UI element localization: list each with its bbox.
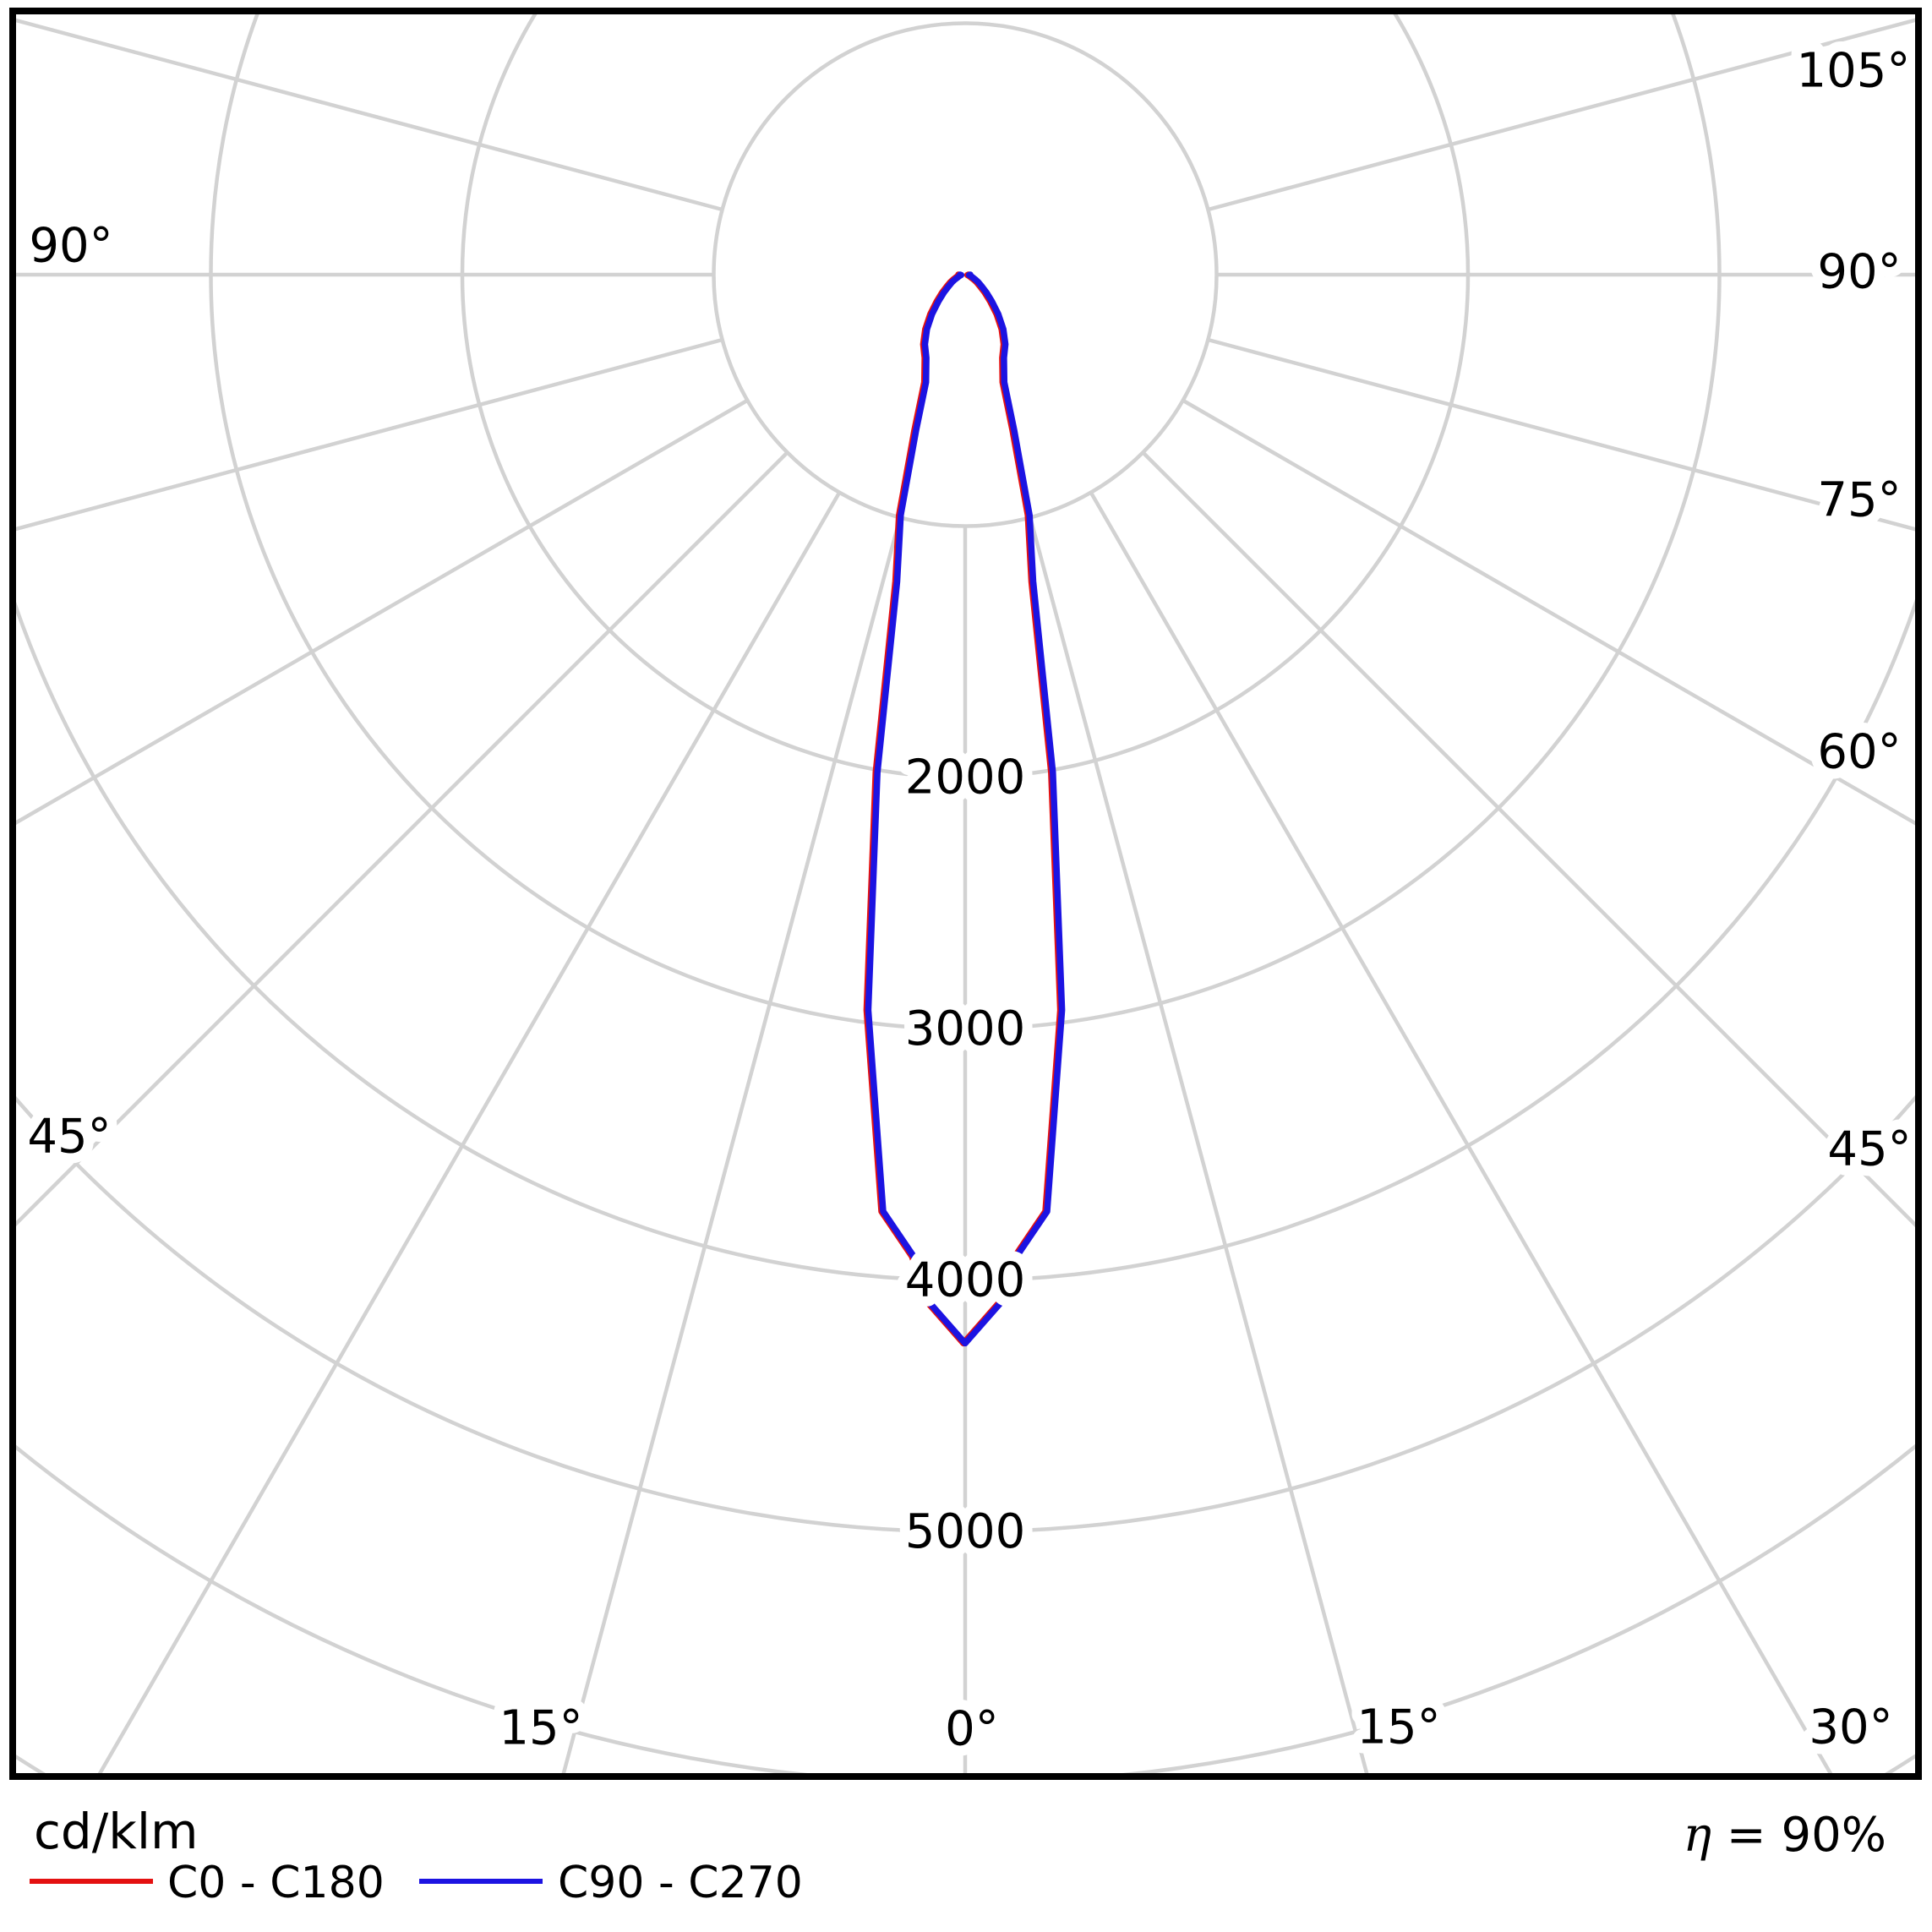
eta-symbol: η: [1683, 1808, 1711, 1863]
ring-label-2000: 2000: [905, 750, 1026, 805]
grid-ray-45deg: [1141, 450, 1915, 1228]
efficiency-label: η = 90%: [1683, 1808, 1886, 1863]
legend-label-c0-c180: C0 - C180: [167, 1858, 385, 1908]
angle-label-10-105deg: 105°: [1797, 44, 1911, 99]
grid-ray-105deg: [1207, 18, 1915, 212]
angle-label-4-15deg: 15°: [1356, 1700, 1440, 1755]
grid-ray-minus-75deg: [16, 337, 723, 532]
eta-value: = 90%: [1711, 1808, 1886, 1863]
grid-ray-minus-30deg: [97, 491, 842, 1773]
grid-ray-minus-105deg: [16, 18, 723, 212]
grid-ray-30deg: [1089, 491, 1833, 1773]
grid-ray-75deg: [1207, 337, 1915, 532]
grid-ray-60deg: [1182, 398, 1915, 826]
angle-label-2-15deg: 15°: [499, 1701, 582, 1756]
angle-label-3-0deg: 0°: [945, 1702, 999, 1757]
ring-label-4000: 4000: [905, 1253, 1026, 1308]
angle-label-0-90deg: 90°: [29, 219, 112, 274]
legend-label-c90-c270: C90 - C270: [558, 1858, 803, 1908]
curve-C90-C270: [865, 271, 1066, 1347]
chart-frame: [9, 8, 1922, 1780]
grid-ray-minus-60deg: [16, 398, 749, 825]
angle-label-1-45deg: 45°: [27, 1110, 111, 1165]
grid-ray-15deg: [1028, 516, 1369, 1773]
ring-label-5000: 5000: [905, 1504, 1026, 1559]
angle-label-9-90deg: 90°: [1817, 245, 1901, 300]
angle-label-7-60deg: 60°: [1817, 725, 1901, 780]
legend: C0 - C180 C90 - C270: [30, 1858, 803, 1908]
units-label: cd/klm: [34, 1803, 198, 1860]
angle-label-6-45deg: 45°: [1827, 1122, 1911, 1177]
angle-label-5-30deg: 30°: [1809, 1700, 1892, 1755]
ring-label-3000: 3000: [905, 1001, 1026, 1056]
grid-ray-minus-45deg: [16, 450, 789, 1227]
grid-labels: 2000 3000 4000 5000 90° 45° 15° 0° 15° 30° 45° 60° 7…: [17, 34, 1921, 1767]
intensity-curves: [863, 271, 1066, 1347]
angle-label-8-75deg: 75°: [1817, 473, 1901, 528]
grid-ray-minus-15deg: [561, 516, 903, 1773]
